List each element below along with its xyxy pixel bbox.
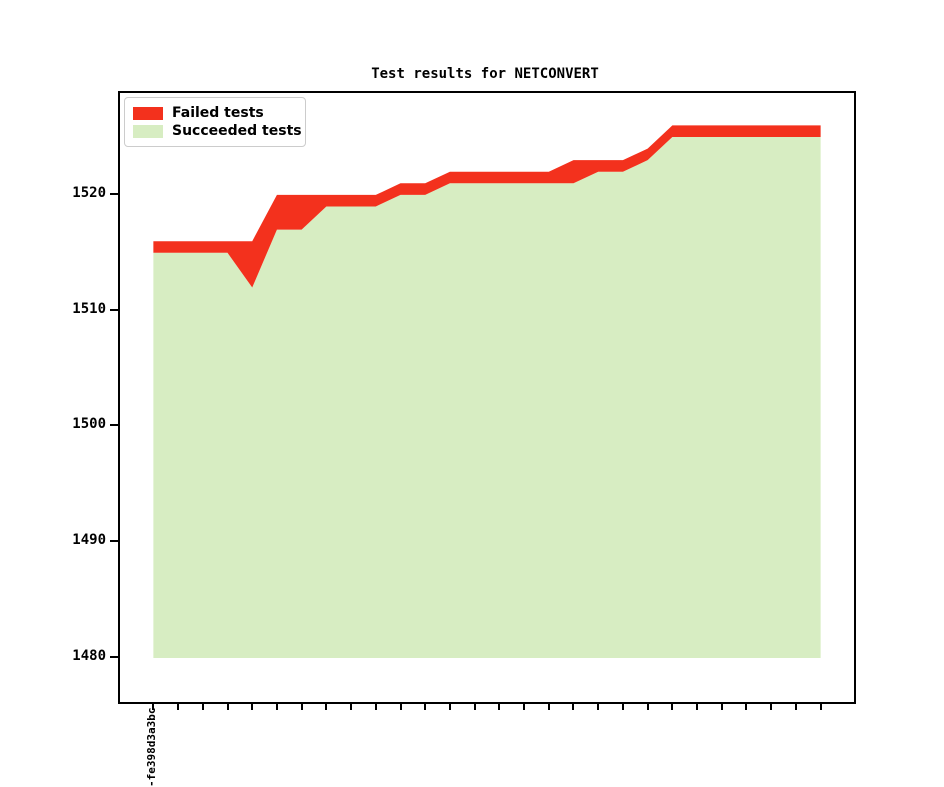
failed-swatch-icon xyxy=(133,106,163,120)
x-tick-mark xyxy=(597,702,600,710)
succeeded-area xyxy=(153,136,821,659)
legend-label-failed: Failed tests xyxy=(172,105,264,121)
stacked-area-canvas xyxy=(153,125,821,659)
y-tick-mark xyxy=(110,192,118,195)
x-tick-mark xyxy=(473,702,476,710)
x-tick-label-commit: -fe398d3a3bc xyxy=(145,707,159,787)
y-tick-mark xyxy=(110,424,118,427)
x-tick-mark xyxy=(770,702,773,710)
legend: Failed tests Succeeded tests xyxy=(124,97,306,147)
x-tick-mark xyxy=(745,702,748,710)
x-tick-mark xyxy=(720,702,723,710)
x-tick-mark xyxy=(424,702,427,710)
x-tick-mark xyxy=(572,702,575,710)
x-tick-mark xyxy=(646,702,649,710)
y-tick-label: 1480 xyxy=(72,648,106,664)
x-tick-mark xyxy=(621,702,624,710)
x-tick-mark xyxy=(794,702,797,710)
y-tick-mark xyxy=(110,540,118,543)
y-tick-mark xyxy=(110,308,118,311)
x-tick-mark xyxy=(226,702,229,710)
legend-label-succeeded: Succeeded tests xyxy=(172,123,302,139)
x-tick-mark xyxy=(671,702,674,710)
x-tick-mark xyxy=(350,702,353,710)
plot-area xyxy=(118,91,856,704)
x-tick-mark xyxy=(819,702,822,710)
x-tick-mark xyxy=(498,702,501,710)
x-tick-mark xyxy=(547,702,550,710)
y-tick-label: 1510 xyxy=(72,300,106,317)
x-tick-mark xyxy=(325,702,328,710)
failed-area xyxy=(153,125,821,288)
x-tick-mark xyxy=(448,702,451,710)
x-tick-mark xyxy=(523,702,526,710)
x-tick-mark xyxy=(201,702,204,710)
x-tick-mark xyxy=(251,702,254,710)
x-tick-mark xyxy=(152,702,155,710)
succeeded-swatch-icon xyxy=(133,124,163,138)
legend-item-succeeded: Succeeded tests xyxy=(133,122,302,140)
y-tick-label: 1500 xyxy=(72,416,106,433)
y-tick-label: 1520 xyxy=(72,184,106,201)
x-tick-mark xyxy=(374,702,377,710)
x-tick-mark xyxy=(399,702,402,710)
x-tick-mark xyxy=(300,702,303,710)
x-tick-mark xyxy=(275,702,278,710)
y-tick-label: 1490 xyxy=(72,532,106,549)
chart-title: Test results for NETCONVERT xyxy=(371,66,599,82)
y-tick-mark xyxy=(110,656,118,658)
x-tick-mark xyxy=(696,702,699,710)
legend-item-failed: Failed tests xyxy=(133,104,295,122)
x-tick-mark xyxy=(177,702,180,710)
